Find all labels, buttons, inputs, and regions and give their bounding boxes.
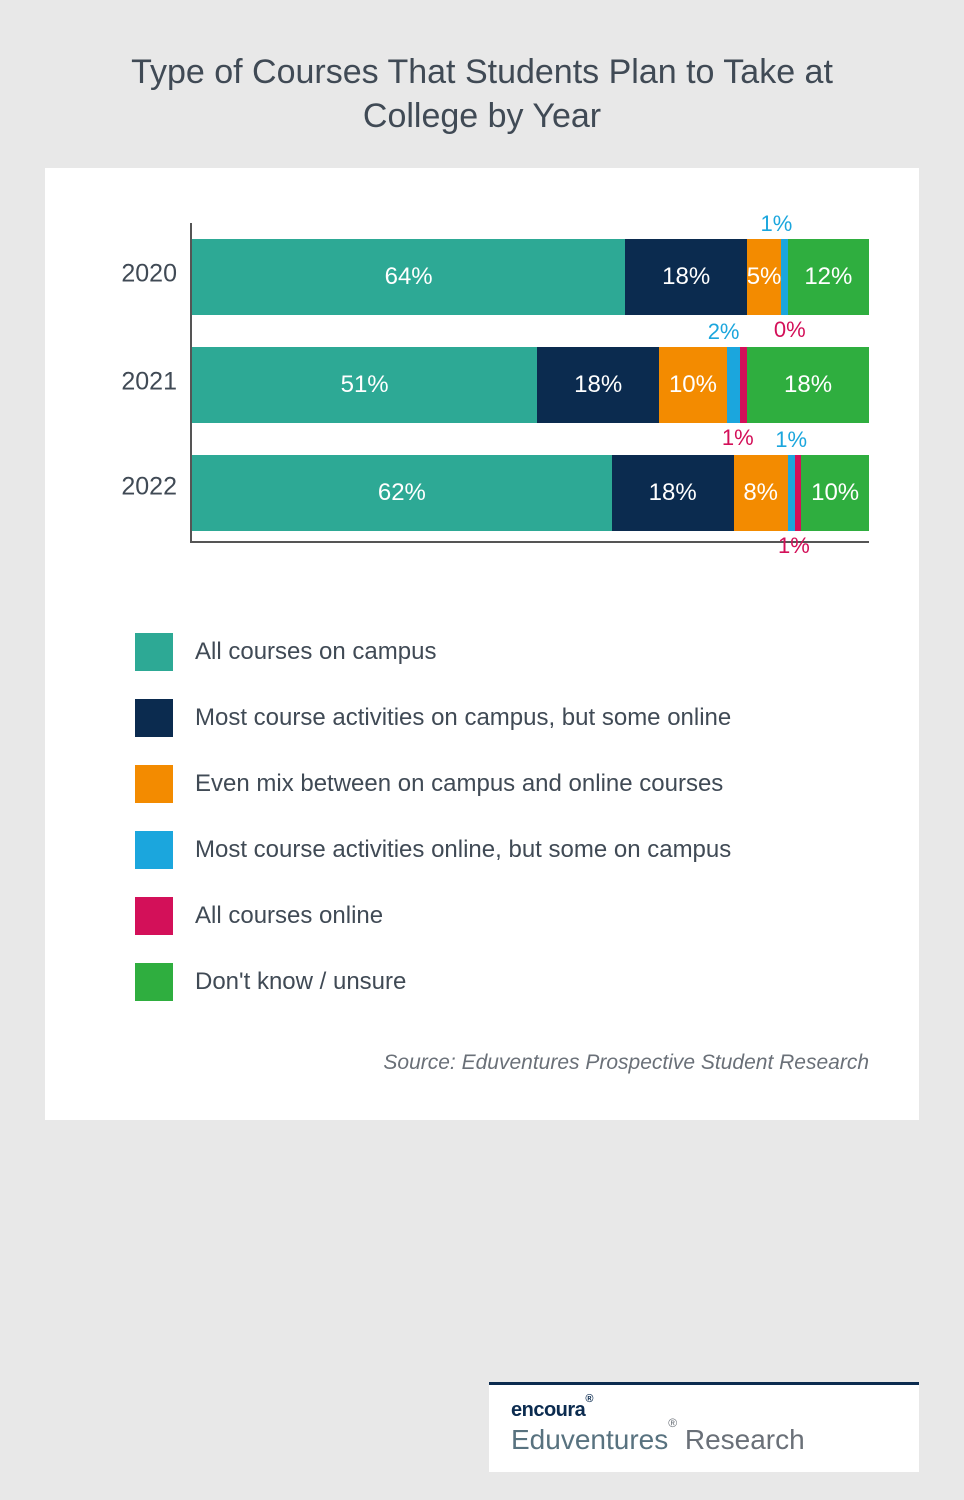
bar-segment-all_online	[740, 347, 747, 423]
branding-footer: encoura® Eduventures® Research	[489, 1382, 919, 1472]
bar-segment-unsure: 18%	[747, 347, 869, 423]
bar-segment-unsure: 12%	[788, 239, 869, 315]
bar-segment-even_mix: 5%	[747, 239, 781, 315]
bar-value-label: 8%	[743, 479, 778, 507]
callout-label: 2%	[708, 321, 740, 343]
legend-item: Most course activities on campus, but so…	[135, 699, 869, 737]
year-label: 2022	[97, 473, 177, 502]
legend-swatch	[135, 897, 173, 935]
chart-card: 202064%18%5%12%1%0%202151%18%10%18%2%1%2…	[45, 168, 919, 1120]
chart-legend: All courses on campus Most course activit…	[135, 633, 869, 1001]
legend-item: All courses online	[135, 897, 869, 935]
legend-item: All courses on campus	[135, 633, 869, 671]
bar-row: 202262%18%8%10%1%1%	[192, 439, 869, 541]
bar-segment-all_online	[795, 455, 802, 531]
bar-segment-most_campus: 18%	[625, 239, 747, 315]
bar-value-label: 10%	[811, 479, 859, 507]
bar-value-label: 18%	[784, 371, 832, 399]
bar-value-label: 62%	[378, 479, 426, 507]
callout-label: 1%	[775, 429, 807, 451]
bar-value-label: 18%	[574, 371, 622, 399]
bar-segment-most_online	[781, 239, 788, 315]
callout-label: 1%	[778, 535, 810, 557]
bar-segment-unsure: 10%	[801, 455, 869, 531]
bar-segment-all_campus: 64%	[192, 239, 625, 315]
bar-segment-most_campus: 18%	[612, 455, 734, 531]
callout-label: 1%	[760, 213, 792, 235]
brand-name: encoura®	[511, 1399, 897, 1422]
bar-value-label: 18%	[649, 479, 697, 507]
bar-segment-even_mix: 8%	[734, 455, 788, 531]
registered-icon: ®	[668, 1416, 677, 1430]
stacked-bar: 62%18%8%10%1%1%	[192, 455, 869, 531]
source-text: Source: Eduventures Prospective Student …	[95, 1051, 869, 1075]
bar-segment-most_online	[788, 455, 795, 531]
bar-row: 202151%18%10%18%2%1%	[192, 331, 869, 439]
stacked-bar: 51%18%10%18%2%1%	[192, 347, 869, 423]
legend-label: Most course activities on campus, but so…	[195, 704, 731, 732]
bar-value-label: 51%	[341, 371, 389, 399]
legend-label: Most course activities online, but some …	[195, 836, 731, 864]
legend-item: Don't know / unsure	[135, 963, 869, 1001]
legend-label: Don't know / unsure	[195, 968, 406, 996]
legend-label: All courses online	[195, 902, 383, 930]
bar-value-label: 18%	[662, 263, 710, 291]
registered-icon: ®	[585, 1393, 593, 1405]
legend-swatch	[135, 633, 173, 671]
bar-segment-all_campus: 62%	[192, 455, 612, 531]
bar-value-label: 10%	[669, 371, 717, 399]
legend-swatch	[135, 963, 173, 1001]
bar-segment-even_mix: 10%	[659, 347, 727, 423]
bar-segment-all_campus: 51%	[192, 347, 537, 423]
year-label: 2020	[97, 260, 177, 289]
legend-label: Even mix between on campus and online co…	[195, 770, 723, 798]
legend-swatch	[135, 699, 173, 737]
page-container: Type of Courses That Students Plan to Ta…	[0, 0, 964, 1500]
bar-segment-most_online	[727, 347, 741, 423]
bar-value-label: 12%	[804, 263, 852, 291]
year-label: 2021	[97, 368, 177, 397]
stacked-bar: 64%18%5%12%1%0%	[192, 239, 869, 315]
bar-segment-most_campus: 18%	[537, 347, 659, 423]
legend-swatch	[135, 831, 173, 869]
bar-value-label: 64%	[385, 263, 433, 291]
legend-label: All courses on campus	[195, 638, 436, 666]
legend-item: Even mix between on campus and online co…	[135, 765, 869, 803]
chart-title: Type of Courses That Students Plan to Ta…	[0, 0, 964, 168]
bar-row: 202064%18%5%12%1%0%	[192, 223, 869, 331]
legend-item: Most course activities online, but some …	[135, 831, 869, 869]
stacked-bar-chart: 202064%18%5%12%1%0%202151%18%10%18%2%1%2…	[190, 223, 869, 543]
bar-value-label: 5%	[747, 263, 782, 291]
brand-subline: Eduventures® Research	[511, 1424, 897, 1456]
legend-swatch	[135, 765, 173, 803]
